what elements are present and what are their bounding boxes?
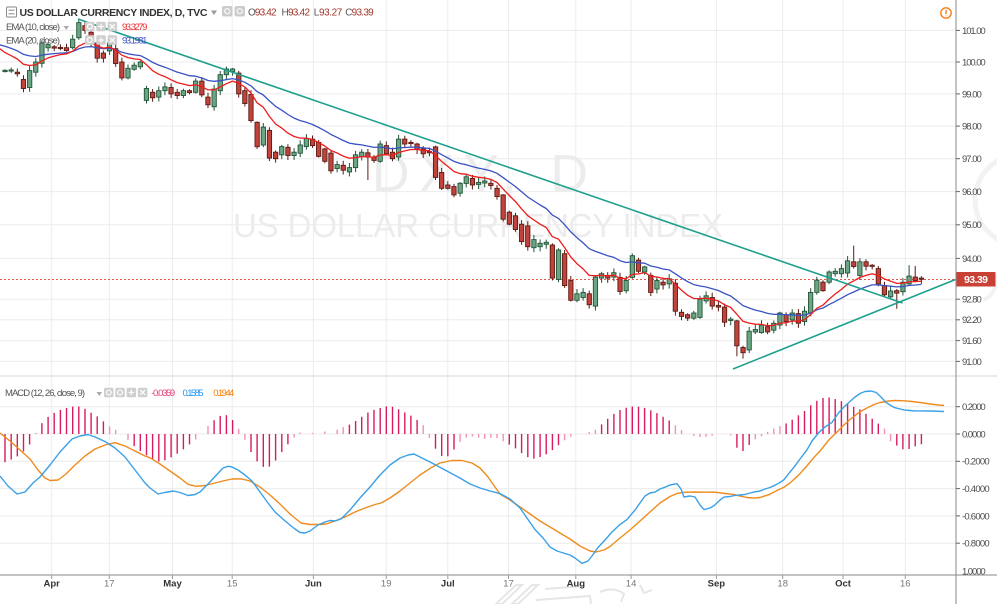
svg-text:0.0000: 0.0000 — [962, 429, 986, 440]
svg-text:92.20: 92.20 — [962, 315, 982, 326]
svg-text:L93.27: L93.27 — [314, 8, 343, 19]
svg-text:H93.42: H93.42 — [282, 8, 311, 19]
svg-text:Jun: Jun — [305, 579, 322, 590]
svg-text:May: May — [163, 579, 182, 590]
svg-text:15: 15 — [227, 579, 238, 590]
svg-text:O93.42: O93.42 — [248, 8, 277, 19]
svg-text:-0.4000: -0.4000 — [962, 484, 990, 495]
svg-text:-0.0359: -0.0359 — [151, 388, 175, 399]
svg-text:US DOLLAR CURRENCY INDEX: US DOLLAR CURRENCY INDEX — [233, 207, 723, 244]
svg-text:100.00: 100.00 — [962, 57, 986, 68]
svg-text:95.00: 95.00 — [962, 220, 982, 231]
svg-text:US DOLLAR CURRENCY INDEX, D, T: US DOLLAR CURRENCY INDEX, D, TVC — [20, 7, 208, 19]
svg-text:91.60: 91.60 — [962, 336, 982, 347]
svg-text:101.00: 101.00 — [962, 26, 986, 37]
svg-text:98.00: 98.00 — [962, 122, 982, 133]
svg-text:C93.39: C93.39 — [345, 8, 374, 19]
svg-text:1.0000: 1.0000 — [962, 567, 986, 578]
svg-text:18: 18 — [777, 579, 788, 590]
svg-text:92.80: 92.80 — [962, 295, 982, 306]
svg-text:Apr: Apr — [44, 579, 61, 590]
svg-text:Jul: Jul — [441, 579, 455, 590]
svg-text:0.1944: 0.1944 — [213, 388, 234, 399]
svg-text:93.3279: 93.3279 — [122, 22, 147, 33]
svg-text:Oct: Oct — [835, 579, 852, 590]
svg-text:16: 16 — [900, 579, 911, 590]
svg-text:Sep: Sep — [708, 579, 726, 590]
svg-text:97.00: 97.00 — [962, 154, 982, 165]
svg-text:14: 14 — [626, 579, 637, 590]
svg-text:0.1585: 0.1585 — [183, 388, 204, 399]
svg-text:91.00: 91.00 — [962, 357, 982, 368]
svg-text:17: 17 — [503, 579, 514, 590]
svg-text:-0.2000: -0.2000 — [962, 457, 990, 468]
svg-text:Aug: Aug — [567, 579, 586, 590]
svg-text:93.1981: 93.1981 — [122, 36, 147, 47]
svg-text:19: 19 — [381, 579, 392, 590]
svg-text:-0.6000: -0.6000 — [962, 511, 990, 522]
svg-text:DXY, D: DXY, D — [372, 145, 588, 203]
svg-text:93.39: 93.39 — [964, 274, 988, 286]
svg-text:99.00: 99.00 — [962, 89, 982, 100]
svg-text:EMA (20, close): EMA (20, close) — [6, 36, 60, 47]
svg-text:94.00: 94.00 — [962, 254, 982, 265]
svg-text:17: 17 — [104, 579, 115, 590]
svg-text:0.2000: 0.2000 — [962, 402, 986, 413]
svg-text:-0.8000: -0.8000 — [962, 539, 990, 550]
svg-text:MACD (12, 26, close, 9): MACD (12, 26, close, 9) — [5, 388, 85, 399]
svg-text:96.00: 96.00 — [962, 187, 982, 198]
svg-text:EMA (10, close): EMA (10, close) — [6, 22, 60, 33]
